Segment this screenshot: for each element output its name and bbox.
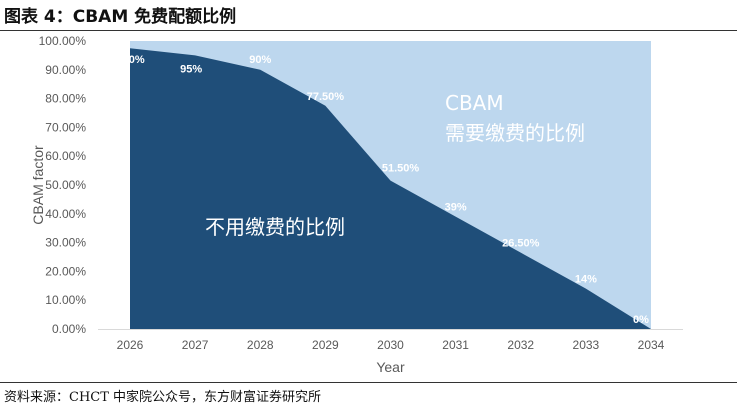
data-label: 26.50% bbox=[502, 238, 540, 250]
data-label: 90% bbox=[249, 54, 271, 66]
y-tick-label: 40.00% bbox=[45, 207, 86, 221]
data-label: 95% bbox=[180, 63, 202, 75]
y-tick-label: 90.00% bbox=[45, 63, 86, 77]
title-rule bbox=[0, 30, 737, 31]
y-tick-label: 30.00% bbox=[45, 236, 86, 250]
x-tick-label: 2032 bbox=[507, 338, 534, 352]
x-tick-label: 2029 bbox=[312, 338, 339, 352]
x-tick-label: 2027 bbox=[182, 338, 209, 352]
data-label: 77.50% bbox=[307, 91, 345, 103]
data-label: 14% bbox=[575, 274, 597, 286]
y-tick-label: 20.00% bbox=[45, 264, 86, 278]
y-tick-label: 0.00% bbox=[52, 322, 86, 336]
footer-rule bbox=[0, 382, 737, 383]
x-tick-label: 2026 bbox=[117, 338, 144, 352]
x-axis-title: Year bbox=[376, 359, 405, 375]
y-tick-label: 70.00% bbox=[45, 120, 86, 134]
free-share-area bbox=[130, 48, 651, 329]
data-labels: 97.50% 95% 90% 77.50% 51.50% 39% 26.50% 14% 0% bbox=[107, 54, 649, 326]
y-tick-label: 80.00% bbox=[45, 92, 86, 106]
y-tick-label: 100.00% bbox=[39, 34, 87, 48]
data-label: 39% bbox=[445, 202, 467, 214]
y-tick-label: 10.00% bbox=[45, 293, 86, 307]
data-label: 0% bbox=[633, 314, 649, 326]
x-tick-label: 2030 bbox=[377, 338, 404, 352]
x-tick-label: 2034 bbox=[638, 338, 665, 352]
x-tick-label: 2031 bbox=[442, 338, 469, 352]
data-label: 51.50% bbox=[382, 163, 420, 175]
y-tick-label: 60.00% bbox=[45, 149, 86, 163]
data-label: 97.50% bbox=[107, 54, 145, 66]
x-axis-ticks: 2026 2027 2028 2029 2030 2031 2032 2033 2034 bbox=[117, 338, 665, 352]
free-region-label: 不用缴费的比例 bbox=[205, 215, 345, 239]
source-note: 资料来源：CHCT 中家院公众号，东方财富证券研究所 bbox=[4, 390, 322, 405]
y-axis-ticks: 0.00% 10.00% 20.00% 30.00% 40.00% 50.00% 60.00… bbox=[39, 34, 87, 336]
payable-region-label-line1: CBAM bbox=[445, 91, 504, 115]
x-tick-label: 2028 bbox=[247, 338, 274, 352]
figure-title: 图表 4：CBAM 免费配额比例 bbox=[4, 7, 237, 27]
y-tick-label: 50.00% bbox=[45, 178, 86, 192]
x-tick-label: 2033 bbox=[573, 338, 600, 352]
payable-region-label-line2: 需要缴费的比例 bbox=[445, 121, 585, 145]
y-axis-title: CBAM factor bbox=[30, 145, 46, 225]
